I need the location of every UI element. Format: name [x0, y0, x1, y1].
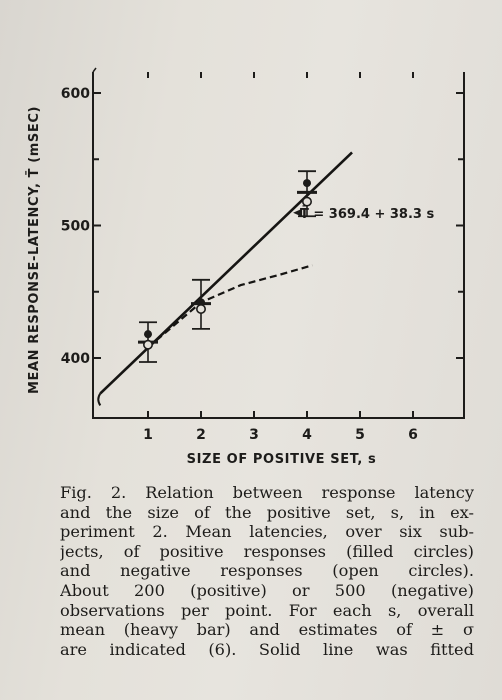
y-axis-title: MEAN RESPONSE-LATENCY, T̄ (mSEC)	[26, 106, 42, 394]
caption-line: and negative responses (open circles).	[60, 561, 474, 581]
fit-lines	[97, 151, 353, 407]
positive-response-point	[197, 298, 205, 307]
x-tick-label: 2	[196, 427, 206, 443]
x-tick-label: 4	[302, 427, 312, 443]
axis-frame	[92, 72, 465, 419]
negative-response-point	[301, 196, 312, 207]
caption-line: About 200 (positive) or 500 (negative)	[60, 580, 474, 600]
x-tick-label: 6	[408, 427, 418, 443]
x-axis-title: SIZE OF POSITIVE SET, s	[187, 452, 377, 467]
response-latency-chart: 1 2 3 4 5 6 400 500 600 SIZE OF POSITIVE SET, s M…	[26, 67, 465, 467]
fit-equation: T̄ = 369.4 + 38.3 s	[300, 205, 434, 221]
x-tick-label: 5	[355, 427, 365, 443]
caption-line: are indicated (6). Solid line was fitted	[60, 639, 474, 659]
annotation-arrow-head	[293, 208, 303, 217]
y-tick-label: 500	[61, 219, 90, 235]
x-tick-label: 3	[249, 427, 259, 443]
plot-frame	[92, 67, 465, 419]
negative-response-point	[143, 339, 154, 350]
caption-line: mean (heavy bar) and estimates of ± σ	[60, 620, 474, 640]
axis-ticks	[93, 72, 464, 418]
chart-labels: SIZE OF POSITIVE SET, s MEAN RESPONSE-LAT…	[26, 106, 435, 467]
caption-line: observations per point. For each s, over…	[60, 600, 474, 620]
y-tick-label: 400	[61, 351, 90, 367]
fitted-solid-line	[99, 151, 353, 395]
positive-response-point	[303, 179, 311, 188]
caption-line: jects, of positive responses (filled cir…	[60, 541, 474, 561]
dashed-negative-line	[147, 264, 313, 349]
tick-labels: 1 2 3 4 5 6 400 500 600	[61, 86, 418, 443]
caption-line: periment 2. Mean latencies, over six sub…	[60, 522, 474, 542]
x-tick-label: 1	[143, 427, 153, 443]
negative-response-point	[196, 303, 207, 314]
data-points	[143, 179, 312, 350]
frame-corner	[92, 67, 97, 73]
figure-caption: Fig. 2. Relation between response latenc…	[60, 483, 474, 659]
axis-break	[97, 392, 102, 407]
positive-response-point	[144, 330, 152, 339]
y-tick-label: 600	[61, 86, 90, 102]
caption-line: Fig. 2. Relation between response latenc…	[60, 483, 474, 502]
caption-line: and the size of the positive set, s, in …	[60, 502, 474, 522]
